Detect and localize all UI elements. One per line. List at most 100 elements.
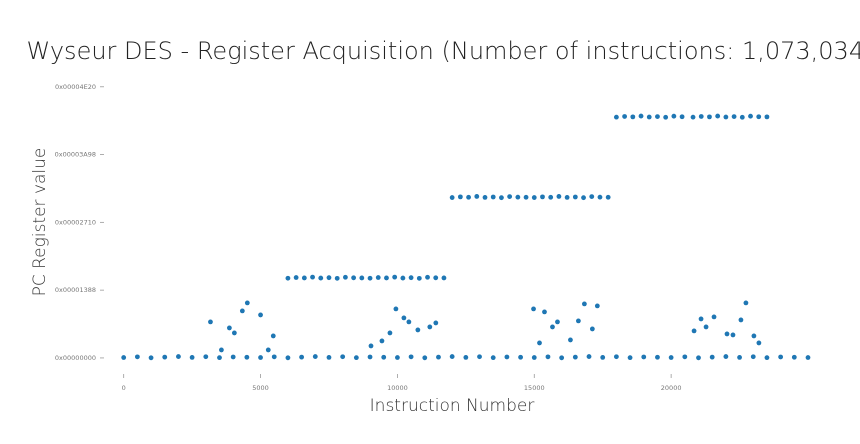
chart-title: Wyseur DES - Register Acquisition (Numbe… bbox=[27, 37, 860, 65]
scatter-point bbox=[568, 337, 573, 343]
scatter-point bbox=[709, 354, 715, 360]
scatter-point bbox=[408, 275, 414, 281]
scatter-point bbox=[748, 113, 753, 119]
scatter-point bbox=[531, 195, 537, 200]
scatter-point bbox=[581, 195, 586, 201]
scatter-point bbox=[589, 326, 595, 332]
scatter-point bbox=[176, 354, 181, 359]
scatter-point bbox=[239, 308, 245, 314]
scatter-point bbox=[655, 114, 660, 120]
scatter-point bbox=[265, 347, 271, 353]
scatter-point bbox=[696, 355, 701, 361]
scatter-point bbox=[499, 195, 504, 201]
y-tick-label: 0x00002710 bbox=[55, 218, 96, 226]
scatter-point bbox=[449, 354, 455, 359]
scatter-point bbox=[791, 354, 797, 360]
scatter-point bbox=[698, 114, 704, 119]
scatter-point bbox=[425, 274, 430, 280]
scatter-point bbox=[707, 114, 712, 120]
scatter-point bbox=[756, 114, 762, 120]
scatter-point bbox=[293, 275, 299, 280]
scatter-point bbox=[731, 114, 737, 120]
scatter-point bbox=[515, 194, 521, 200]
scatter-point bbox=[474, 194, 480, 199]
scatter-point bbox=[219, 347, 224, 353]
x-axis-title: Instruction Number bbox=[370, 396, 535, 416]
scatter-point bbox=[555, 319, 560, 325]
x-tick-label: 20000 bbox=[661, 384, 682, 392]
scatter-point bbox=[655, 354, 660, 360]
scatter-point bbox=[556, 194, 562, 199]
scatter-point bbox=[668, 355, 674, 360]
scatter-point bbox=[739, 114, 745, 120]
scatter-point bbox=[285, 275, 291, 281]
scatter-point bbox=[477, 354, 482, 360]
scatter-point bbox=[622, 114, 628, 119]
scatter-point bbox=[416, 275, 422, 281]
y-tick-label: 0x00000000 bbox=[55, 354, 96, 362]
scatter-point bbox=[271, 354, 277, 360]
scatter-point bbox=[326, 275, 332, 281]
scatter-point bbox=[270, 333, 276, 339]
y-tick-label: 0x00001388 bbox=[55, 286, 96, 294]
scatter-point bbox=[679, 114, 685, 120]
scatter-point bbox=[691, 328, 697, 334]
scatter-point bbox=[208, 319, 213, 325]
scatter-point bbox=[545, 354, 551, 360]
y-tick-label: 0x00003A98 bbox=[55, 151, 96, 159]
scatter-point bbox=[285, 355, 291, 361]
scatter-point bbox=[641, 354, 647, 360]
scatter-point bbox=[548, 194, 554, 200]
scatter-point bbox=[351, 275, 357, 281]
scatter-point bbox=[764, 114, 770, 120]
scatter-point bbox=[627, 355, 633, 361]
scatter-point bbox=[504, 354, 510, 360]
scatter-point bbox=[690, 114, 696, 120]
scatter-point bbox=[258, 312, 263, 318]
scatter-point bbox=[387, 330, 393, 336]
scatter-point bbox=[230, 354, 236, 360]
scatter-point bbox=[226, 325, 232, 331]
scatter-point bbox=[671, 113, 677, 119]
y-axis-title: PC Register value bbox=[30, 148, 50, 297]
scatter-point bbox=[518, 354, 523, 360]
scatter-point bbox=[367, 275, 373, 281]
scatter-point bbox=[698, 316, 704, 322]
scatter-point bbox=[299, 354, 305, 360]
scatter-point bbox=[572, 354, 578, 360]
scatter-point bbox=[343, 274, 348, 280]
x-tick-label: 15000 bbox=[524, 384, 545, 392]
scatter-point bbox=[217, 355, 222, 361]
scatter-point bbox=[310, 274, 315, 280]
scatter-point bbox=[542, 309, 547, 315]
scatter-point bbox=[463, 354, 469, 360]
scatter-point bbox=[597, 194, 603, 200]
scatter-point bbox=[334, 275, 340, 281]
x-tick-label: 5000 bbox=[252, 384, 269, 392]
scatter-point bbox=[134, 354, 140, 360]
scatter-point bbox=[711, 314, 717, 320]
scatter-point bbox=[586, 354, 592, 359]
scatter-point bbox=[422, 355, 428, 361]
scatter-point bbox=[433, 275, 439, 281]
scatter-point bbox=[594, 303, 600, 309]
scatter-point bbox=[375, 275, 381, 280]
scatter-point bbox=[537, 340, 542, 346]
scatter-point bbox=[408, 354, 414, 360]
scatter-point bbox=[367, 354, 373, 360]
scatter-point bbox=[559, 355, 565, 361]
scatter-point bbox=[395, 355, 400, 360]
x-tick-label: 0 bbox=[122, 384, 126, 392]
scatter-point bbox=[550, 324, 555, 330]
scatter-point bbox=[441, 275, 447, 281]
scatter-point bbox=[203, 354, 209, 360]
scatter-point bbox=[723, 354, 729, 359]
scatter-point bbox=[353, 355, 359, 361]
scatter-point bbox=[750, 354, 756, 360]
scatter-point bbox=[682, 354, 688, 360]
scatter-point bbox=[401, 315, 407, 321]
scatter-point bbox=[751, 333, 757, 339]
scatter-point bbox=[258, 355, 263, 360]
y-tick-label: 0x00004E20 bbox=[55, 83, 96, 91]
scatter-point bbox=[449, 195, 455, 200]
